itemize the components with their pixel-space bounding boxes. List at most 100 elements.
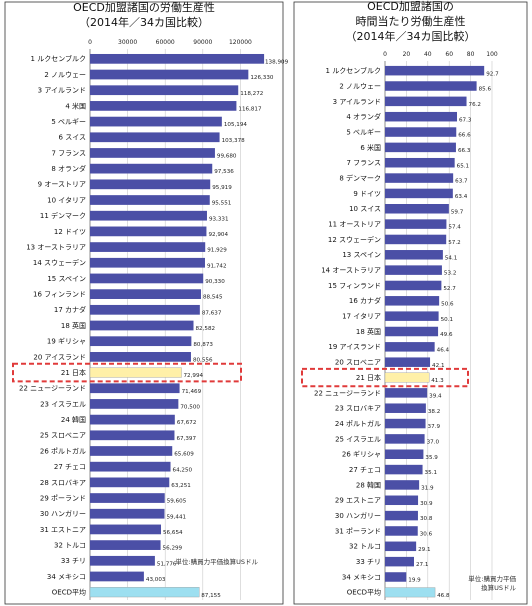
bar [90,163,213,174]
category-label: 3 アイルランド [38,87,86,95]
value-label: 39.4 [429,393,442,399]
value-label: 91,929 [207,248,227,254]
x-tick-label: 0 [88,39,92,46]
category-label: 17 カナダ [54,305,86,314]
value-label: 63.7 [455,179,468,185]
category-label: 33 チリ [356,558,381,566]
bar [385,188,453,199]
category-label: 34 メキシコ [342,573,381,581]
value-label: 30.6 [420,532,433,538]
category-label: 23 イスラエル [40,400,86,408]
bar [385,480,420,490]
x-tick-label: 90000 [193,39,212,46]
highlight-box [301,367,469,388]
value-label: 66.6 [458,133,471,139]
category-label: 31 エストニア [40,526,86,534]
category-label: 9 オーストリア [38,181,86,189]
panel-frame [4,1,284,605]
bar [385,265,442,275]
category-label: 26 ギリシャ [342,451,381,459]
category-label: 4 米国 [65,101,86,110]
value-label: 52.7 [443,286,456,292]
value-label: 37.9 [428,424,441,430]
bar [90,352,191,362]
bar [90,508,165,519]
bar [90,226,207,237]
value-label: 56,299 [163,546,183,552]
chart-title-line: OECD加盟諸国の [367,0,454,13]
bar [90,524,162,535]
category-label: 29 エストニア [335,497,381,505]
value-label: 70,500 [180,405,200,411]
bar [385,127,457,137]
highlight-box [12,362,242,383]
category-label: 12 スウェーデン [328,235,381,244]
value-label: 30.8 [420,516,433,522]
value-label: 54.1 [445,255,458,261]
category-label: 5 ベルギー [346,128,381,136]
bar [90,85,239,96]
bar [90,132,220,143]
value-label: 72,994 [183,373,203,379]
value-label: 76.2 [469,102,481,108]
x-tick-label: 120000 [229,39,252,46]
x-tick-label: 60000 [156,39,175,46]
category-label: 22 ニュージーランド [19,385,86,393]
value-label: 87,637 [202,310,222,316]
category-label: 30 ハンガリー [335,511,381,520]
value-label: 50.6 [441,301,454,307]
x-tick-label: 20 [403,51,411,58]
bar [385,157,455,168]
bar [90,195,210,205]
category-label: 20 アイスランド [33,353,86,361]
bar [385,541,417,552]
bar [385,495,419,506]
bar [385,403,426,413]
value-label: 126,330 [250,75,274,81]
category-label: 24 ポルトガル [335,419,381,428]
value-label: 90,330 [205,279,225,285]
value-label: 65.1 [457,163,470,169]
x-tick-label: 100 [486,51,498,58]
chart-title-line: （2014年／34カ国比較） [346,29,476,43]
bar [385,219,447,229]
bar [385,434,425,444]
category-label: 1 ルクセンブルク [326,66,381,75]
value-label: 67.3 [459,117,472,123]
category-label: 16 フィンランド [33,291,86,299]
category-label: 12 ドイツ [54,228,86,236]
category-label: 25 イスラエル [335,435,381,443]
value-label: 57.2 [448,240,460,246]
value-label: 80,556 [193,357,213,363]
value-label: 93,331 [209,216,229,222]
value-label: 50.1 [441,317,454,323]
value-label: 29.1 [418,547,431,553]
category-label: 27 チェコ [349,466,381,474]
value-label: 49.6 [440,332,453,338]
bar [385,65,485,76]
bar [90,461,171,472]
bar [90,571,144,582]
value-label: 91,742 [207,263,227,269]
value-label: 53.2 [444,271,456,277]
value-label: 51,776 [157,561,177,567]
value-label: 95,919 [212,185,232,191]
bar [90,414,175,425]
bar [90,493,165,503]
bar [385,342,435,352]
bar [90,242,206,252]
x-tick-label: 40 [424,51,432,58]
category-label: 34 メキシコ [47,573,86,581]
value-label: 67,672 [177,420,197,426]
x-tick-label: 80 [467,51,475,58]
bar [90,179,211,190]
category-label: 26 ポルトガル [40,446,86,455]
category-label: 33 チリ [61,557,86,565]
x-tick-label: 0 [383,51,387,58]
category-label: 13 オーストラリア [26,243,86,251]
category-label: 17 イタリア [342,312,381,321]
value-label: 42.1 [432,363,445,369]
category-label: 18 英国 [356,327,381,336]
category-label: 8 デンマーク [339,173,381,182]
